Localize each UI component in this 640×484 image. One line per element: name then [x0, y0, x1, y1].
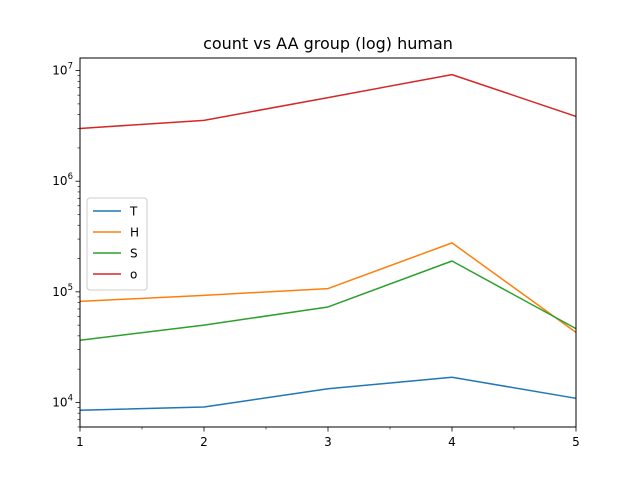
x-tick-label: 1	[76, 435, 84, 449]
legend-box	[86, 197, 148, 291]
legend-label: o	[130, 268, 137, 282]
y-tick-label: 106	[52, 172, 73, 188]
chart-title: count vs AA group (log) human	[203, 34, 453, 53]
y-tick-label: 107	[52, 62, 73, 78]
series-line-2	[79, 260, 577, 342]
y-tick-label: 104	[52, 393, 73, 409]
series-line-3	[79, 73, 577, 130]
x-tick-label: 2	[200, 435, 208, 449]
y-tick-label: 105	[52, 283, 73, 299]
legend-label: S	[130, 247, 138, 261]
plot-frame	[79, 57, 577, 428]
legend-label: H	[130, 226, 139, 240]
series-layer	[79, 73, 577, 412]
series-line-1	[79, 242, 577, 333]
x-tick-label: 3	[324, 435, 332, 449]
series-line-0	[79, 376, 577, 412]
x-tick-label: 4	[448, 435, 456, 449]
x-axis: 1 2 3 4 5	[76, 427, 580, 449]
legend-label: T	[129, 205, 138, 219]
x-tick-label: 5	[572, 435, 580, 449]
y-axis: 104 105 106 107	[52, 62, 80, 428]
